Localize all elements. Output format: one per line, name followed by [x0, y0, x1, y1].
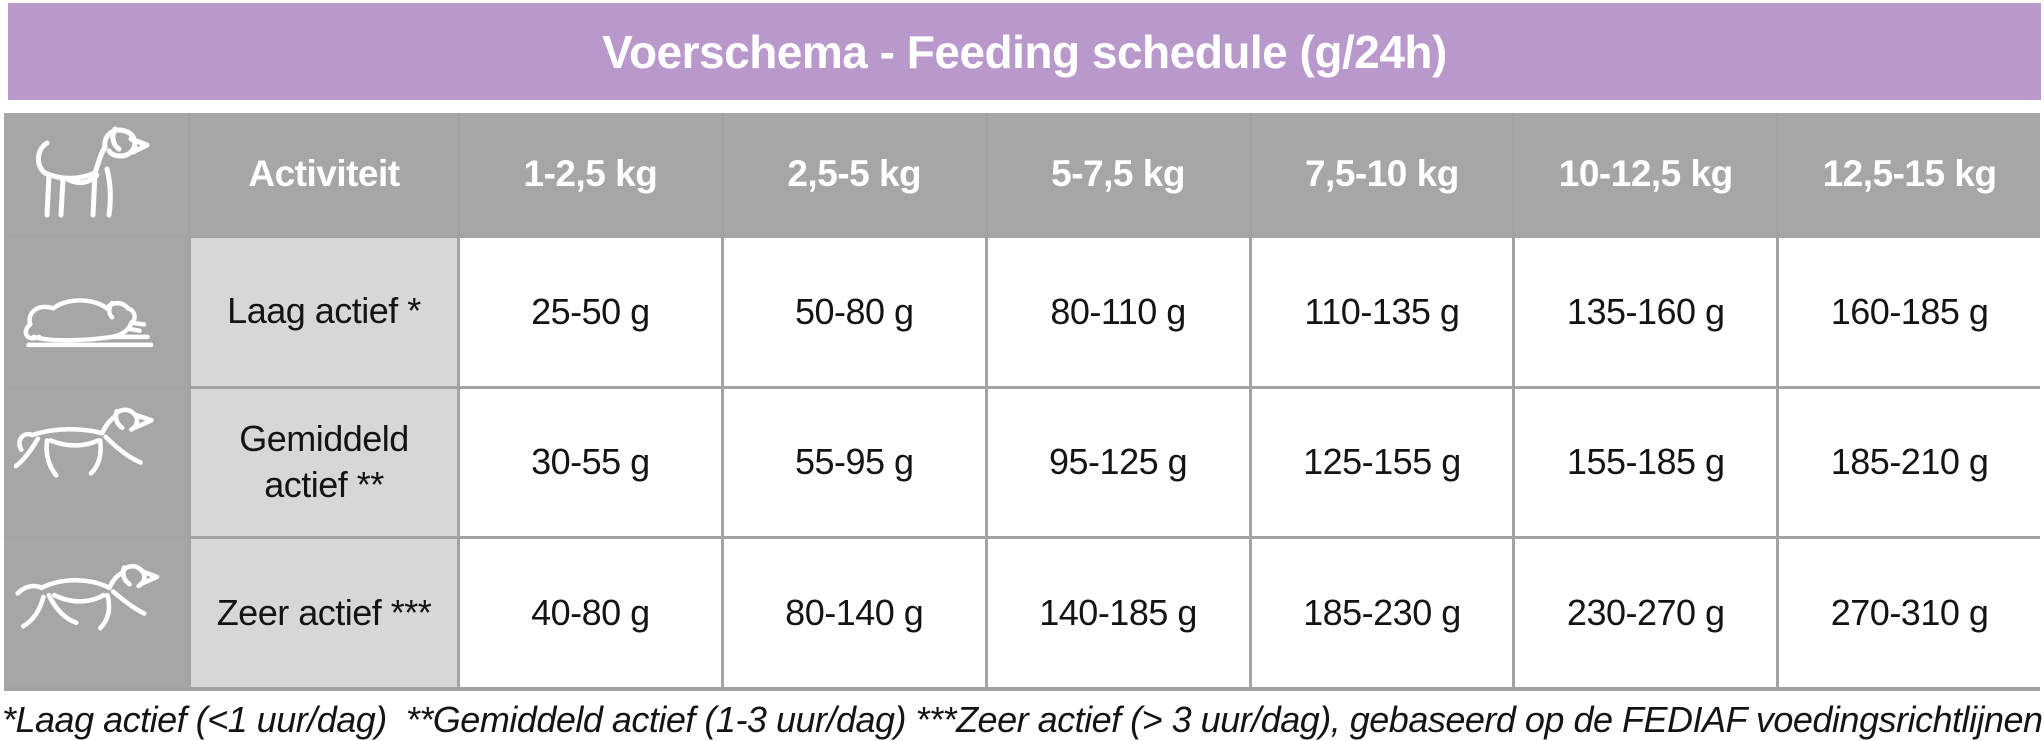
value-zeer-5: 230-270 g — [1515, 539, 1777, 687]
value-gemiddeld-4: 125-155 g — [1251, 388, 1513, 537]
value-gemiddeld-6: 185-210 g — [1779, 388, 2040, 537]
galloping-dog-icon-cell — [4, 539, 188, 687]
value-gemiddeld-2: 55-95 g — [723, 388, 985, 537]
value-gemiddeld-5: 155-185 g — [1515, 388, 1777, 537]
value-laag-3: 80-110 g — [987, 238, 1249, 386]
value-laag-4: 110-135 g — [1251, 238, 1513, 386]
column-header-weight-1: 1-2,5 kg — [460, 113, 721, 235]
activity-label-zeer-actief: Zeer actief *** — [191, 539, 457, 687]
value-laag-1: 25-50 g — [460, 238, 721, 386]
value-zeer-4: 185-230 g — [1251, 539, 1513, 687]
lying-dog-icon — [23, 298, 154, 347]
column-header-activity: Activiteit — [191, 113, 457, 235]
standing-dog-icon-cell — [4, 113, 188, 235]
column-header-weight-4: 7,5-10 kg — [1251, 113, 1513, 235]
value-gemiddeld-1: 30-55 g — [460, 388, 721, 537]
trotting-dog-icon-cell — [4, 388, 188, 537]
activity-label-laag-actief: Laag actief * — [191, 238, 457, 386]
footnote: *Laag actief (<1 uur/dag) **Gemiddeld ac… — [2, 699, 2044, 740]
galloping-dog-icon — [14, 563, 159, 631]
column-header-weight-3: 5-7,5 kg — [987, 113, 1249, 235]
value-zeer-1: 40-80 g — [460, 539, 721, 687]
lying-dog-icon-cell — [4, 238, 188, 386]
feeding-table: Activiteit 1-2,5 kg 2,5-5 kg 5-7,5 kg 7,… — [4, 113, 2040, 691]
value-gemiddeld-3: 95-125 g — [987, 388, 1249, 537]
activity-label-gemiddeld-actief: Gemiddeld actief ** — [191, 388, 457, 537]
value-laag-2: 50-80 g — [723, 238, 985, 386]
standing-dog-icon — [36, 126, 150, 218]
value-zeer-2: 80-140 g — [723, 539, 985, 687]
column-header-weight-5: 10-12,5 kg — [1515, 113, 1777, 235]
column-header-weight-6: 12,5-15 kg — [1779, 113, 2040, 235]
value-laag-5: 135-160 g — [1515, 238, 1777, 386]
value-zeer-6: 270-310 g — [1779, 539, 2040, 687]
trotting-dog-icon — [13, 407, 154, 478]
column-header-weight-2: 2,5-5 kg — [723, 113, 985, 235]
page-title: Voerschema - Feeding schedule (g/24h) — [602, 25, 1447, 78]
title-bar: Voerschema - Feeding schedule (g/24h) — [8, 3, 2041, 100]
value-zeer-3: 140-185 g — [987, 539, 1249, 687]
value-laag-6: 160-185 g — [1779, 238, 2040, 386]
